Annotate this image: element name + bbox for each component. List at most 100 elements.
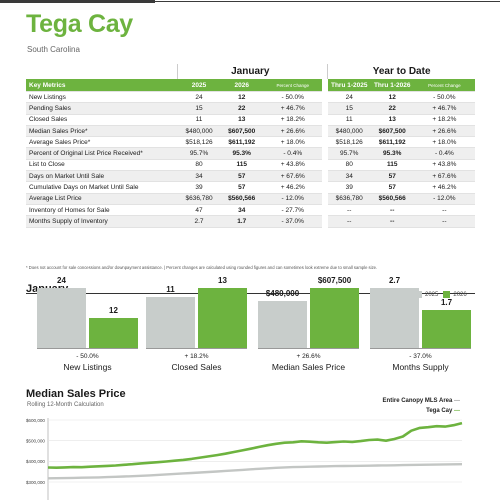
legend-label-2026: 2026 bbox=[453, 291, 467, 298]
line-legend-tegacay: Tega Cay — bbox=[330, 408, 460, 414]
metric-value: $560,566 bbox=[370, 193, 414, 205]
group-header-january: January bbox=[177, 64, 323, 79]
table-row: List to Close 80 115 + 43.8% 80 115 + 43.8% bbox=[26, 159, 475, 172]
metric-value: + 18.2% bbox=[263, 114, 323, 126]
metric-value: $611,192 bbox=[370, 136, 414, 149]
metric-value: $480,000 bbox=[177, 125, 221, 138]
metric-label: Pending Sales bbox=[26, 102, 172, 115]
metric-value: $636,780 bbox=[327, 193, 371, 205]
metric-value: + 18.0% bbox=[413, 136, 475, 149]
metric-value: -- bbox=[327, 204, 371, 217]
metric-value: 57 bbox=[370, 170, 414, 183]
col-header-ytd-pct-change: Percent Change bbox=[413, 79, 475, 92]
bar-group-baseline bbox=[146, 348, 247, 349]
bar-group-category: Months Supply bbox=[392, 362, 449, 372]
key-metrics-table: January Year to Date Key Metrics 2025 20… bbox=[26, 64, 475, 228]
bar-closed-sales-2025 bbox=[146, 297, 195, 348]
metric-value: + 67.6% bbox=[413, 170, 475, 183]
col-header-thru-2026: Thru 1-2026 bbox=[370, 79, 414, 92]
metric-value: -- bbox=[370, 204, 414, 217]
metric-value: 1.7 bbox=[220, 215, 264, 228]
col-header-pct-change: Percent Change bbox=[263, 79, 323, 92]
line-legend-canopy-swatch: — bbox=[454, 398, 460, 404]
bar-value-label: $607,500 bbox=[317, 276, 352, 285]
y-tick-label: $300,000 bbox=[26, 480, 46, 485]
metric-label: New Listings bbox=[26, 91, 172, 104]
bar-new-listings-2025 bbox=[37, 288, 86, 348]
metric-value: 34 bbox=[327, 170, 371, 183]
metric-value: + 18.0% bbox=[263, 136, 323, 149]
metric-value: 57 bbox=[220, 181, 264, 194]
metric-value: 39 bbox=[327, 181, 371, 194]
col-header-2026: 2026 bbox=[220, 79, 264, 92]
metric-value: 95.3% bbox=[370, 147, 414, 160]
metric-value: 15 bbox=[177, 102, 221, 115]
bar-group-category: Median Sales Price bbox=[271, 362, 346, 372]
metric-value: - 37.0% bbox=[263, 215, 323, 228]
bar-value-label: 24 bbox=[57, 276, 66, 285]
metric-label: Cumulative Days on Market Until Sale bbox=[26, 181, 172, 194]
metric-label: Average List Price bbox=[26, 193, 172, 205]
metric-value: 57 bbox=[220, 170, 264, 183]
bar-group-change: + 18.2% bbox=[184, 353, 209, 360]
bar-value-label: 11 bbox=[166, 285, 175, 295]
metric-value: $518,126 bbox=[177, 136, 221, 149]
bar-new-listings-2026 bbox=[89, 318, 138, 348]
line-legend-tegacay-swatch: — bbox=[454, 408, 460, 414]
table-row: Closed Sales 11 13 + 18.2% 11 13 + 18.2% bbox=[26, 114, 475, 126]
metric-value: - 50.0% bbox=[413, 91, 475, 104]
table-row: Average List Price $636,780 $560,566 - 12.0… bbox=[26, 193, 475, 205]
metric-value: + 26.6% bbox=[263, 125, 323, 138]
metric-value: + 46.2% bbox=[413, 181, 475, 194]
metric-value: + 26.6% bbox=[413, 125, 475, 138]
metric-value: 13 bbox=[370, 114, 414, 126]
metric-value: + 18.2% bbox=[413, 114, 475, 126]
metric-value: 11 bbox=[327, 114, 371, 126]
metric-label: List to Close bbox=[26, 159, 172, 172]
metric-value: + 46.7% bbox=[413, 102, 475, 115]
bar-months-supply-2025 bbox=[370, 288, 419, 348]
metric-value: - 27.7% bbox=[263, 204, 323, 217]
metric-value: - 0.4% bbox=[263, 147, 323, 160]
metric-value: - 12.0% bbox=[263, 193, 323, 205]
metric-label: Percent of Original List Price Received* bbox=[26, 147, 172, 160]
metric-value: $607,500 bbox=[370, 125, 414, 138]
metric-value: $607,500 bbox=[220, 125, 264, 138]
line-chart-subtitle: Rolling 12-Month Calculation bbox=[27, 402, 104, 408]
table-row: Days on Market Until Sale 34 57 + 67.6% 34 57… bbox=[26, 170, 475, 183]
metric-value: $518,126 bbox=[327, 136, 371, 149]
section-divider bbox=[26, 293, 475, 294]
bar-value-label: $480,000 bbox=[265, 288, 300, 298]
table-row: Median Sales Price* $480,000 $607,500 + 26.… bbox=[26, 125, 475, 138]
table-row: Percent of Original List Price Received*… bbox=[26, 147, 475, 160]
metric-value: 57 bbox=[370, 181, 414, 194]
metric-value: 80 bbox=[327, 159, 371, 172]
bar-group-category: New Listings bbox=[63, 362, 112, 372]
bar-group-change: + 26.6% bbox=[296, 353, 321, 360]
metric-label: Inventory of Homes for Sale bbox=[26, 204, 172, 217]
metric-value: 34 bbox=[177, 170, 221, 183]
bar-group-change: - 37.0% bbox=[409, 353, 432, 360]
line-legend-tegacay-label: Tega Cay bbox=[426, 408, 453, 414]
metric-value: 115 bbox=[370, 159, 414, 172]
y-tick-label: $500,000 bbox=[26, 438, 46, 443]
bar-value-label: 1.7 bbox=[440, 298, 453, 308]
bar-value-label: 12 bbox=[109, 306, 118, 315]
bar-median-sales-price-2026 bbox=[310, 288, 359, 348]
table-row: New Listings 24 12- 50.0% 24 12- 50.0% bbox=[26, 91, 475, 104]
metric-value: -- bbox=[327, 215, 371, 228]
y-tick-label: $600,000 bbox=[26, 418, 46, 423]
table-row: Average Sales Price* $518,126 $611,192 + 18… bbox=[26, 136, 475, 149]
y-tick-label: $400,000 bbox=[26, 459, 46, 464]
group-header-ytd: Year to Date bbox=[327, 64, 475, 79]
metric-value: 15 bbox=[327, 102, 371, 115]
metric-value: + 43.8% bbox=[263, 159, 323, 172]
metric-value: 12 bbox=[220, 91, 264, 104]
table-column-header-row: Key Metrics 2025 2026 Percent Change Thr… bbox=[26, 79, 475, 92]
bar-group-change: - 50.0% bbox=[76, 353, 99, 360]
metric-label: Days on Market Until Sale bbox=[26, 170, 172, 183]
metric-value: 2.7 bbox=[177, 215, 221, 228]
metric-value: - 50.0% bbox=[263, 91, 323, 104]
col-header-2025: 2025 bbox=[177, 79, 221, 92]
